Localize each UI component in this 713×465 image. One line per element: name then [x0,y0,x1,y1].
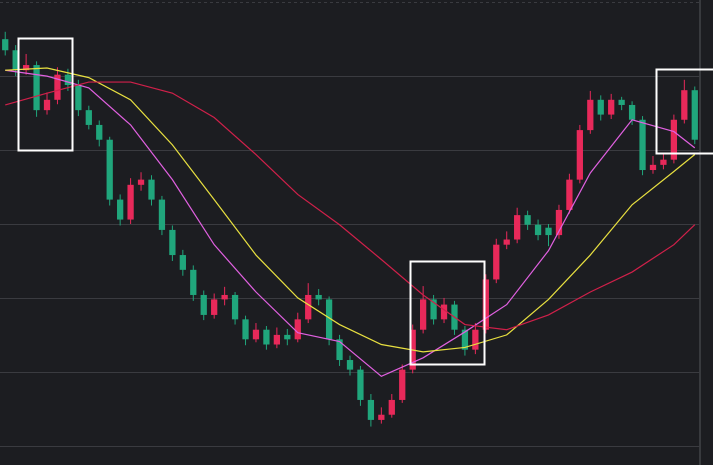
candle-body [85,110,92,125]
candle-body [211,299,218,315]
candle-body [514,215,521,240]
candle-body [22,65,30,71]
candle-body [503,239,510,245]
candle-body [472,329,479,350]
candle-body [367,399,375,420]
candle-body [127,184,134,220]
candle-body [75,85,82,111]
candle-body [169,229,176,256]
candle-body [106,139,113,200]
candle-body [566,179,573,210]
candle-body [388,399,395,415]
candle-body [231,294,239,320]
candle-body [117,199,124,220]
candle-body [54,74,61,100]
plot [0,2,700,447]
candle-body [660,159,667,165]
candle-body [597,99,604,115]
candle-body [43,99,51,111]
candle-body [378,414,385,420]
candle-body [681,90,688,120]
candle-body [555,209,563,236]
candle-body [534,224,542,236]
candle-body [420,299,427,330]
candle-body [346,360,354,370]
candle-body [200,294,207,315]
candle-body [33,65,40,111]
candle-body [587,99,594,131]
candle-body [263,329,270,345]
candle-body [493,244,500,280]
candle-body [252,329,260,340]
candle-body [618,99,625,105]
candle-body [64,74,72,86]
candle-body [691,90,698,140]
moving-average-line [5,67,696,353]
candle-body [628,104,636,120]
candle-body [179,255,186,270]
candle-body [524,215,531,225]
candle-body [430,299,437,320]
candle-body [670,119,678,160]
candle-body [315,294,322,300]
candle-body [649,164,657,171]
candle-body [336,339,343,361]
candle-body [357,369,364,400]
candle-body [148,179,155,200]
candle-body [158,199,166,230]
candle-body [12,50,19,71]
candle-body [242,319,249,340]
candle-body [294,319,301,340]
candle-body [545,227,552,236]
candle-body [96,124,103,140]
candle-body [608,99,615,115]
highlight-box [655,68,713,155]
candle-body [2,39,9,51]
candle-body [576,130,583,180]
moving-average-line [5,81,696,331]
moving-average-line [5,69,696,377]
candle-body [284,334,291,340]
candle-body [399,369,406,400]
candle-body [137,179,145,185]
highlight-box [409,260,486,366]
candle-body [461,329,469,350]
candle-body [305,294,312,320]
candle-body [273,334,280,345]
candle-body [440,304,448,320]
candle-body [325,299,333,340]
candle-body [221,294,228,300]
candle-body [190,269,197,295]
highlight-box [17,37,74,152]
candle-body [482,279,489,330]
candle-body [639,119,646,171]
